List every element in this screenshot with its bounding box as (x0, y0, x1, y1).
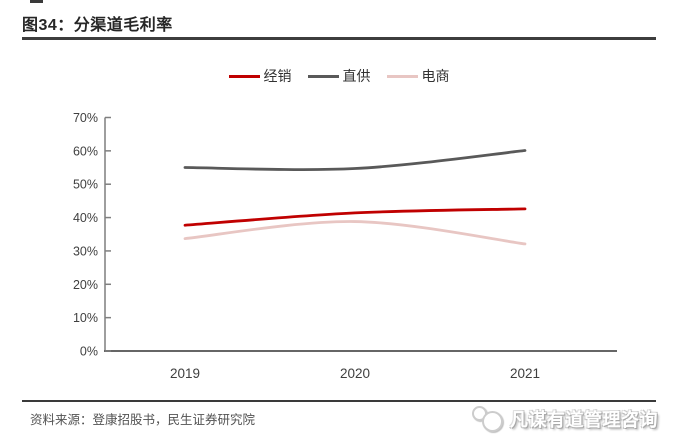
legend-label: 电商 (421, 68, 450, 84)
legend-swatch (386, 74, 418, 78)
series-line-直供 (183, 149, 527, 172)
top-crop-mark (30, 0, 43, 3)
legend-swatch (307, 74, 339, 78)
y-tick-label: 40% (73, 211, 98, 225)
figure-title: 图34：分渠道毛利率 (22, 17, 173, 34)
footer-divider (22, 400, 656, 402)
chart-series (183, 149, 527, 246)
chart-axes (104, 116, 617, 352)
x-tick-label: 2020 (340, 366, 370, 381)
y-tick-label: 20% (73, 278, 98, 292)
y-tick-label: 60% (73, 144, 98, 158)
y-tick-label: 10% (73, 311, 98, 325)
legend-label: 直供 (342, 68, 371, 84)
legend-swatch (228, 74, 260, 78)
watermark: 凡谋有道管理咨询 (471, 402, 658, 436)
y-tick-label: 70% (73, 111, 98, 125)
watermark-text: 凡谋有道管理咨询 (510, 410, 658, 430)
series-line-经销 (183, 207, 527, 227)
y-tick-label: 0% (80, 345, 98, 359)
chart-axis-labels: 0% 10% 20% 30% 40% 50% 60% 70% 2019 2020 2021 (73, 111, 540, 381)
series-line-电商 (183, 220, 527, 246)
watermark-logo-icon (471, 402, 505, 436)
chart-legend: 经销 直供 电商 (0, 66, 678, 86)
x-tick-label: 2021 (510, 366, 540, 381)
legend-item-经销: 经销 (228, 66, 292, 86)
legend-label: 经销 (263, 68, 292, 84)
source-note: 资料来源：登康招股书，民生证券研究院 (30, 413, 256, 427)
x-tick-label: 2019 (170, 366, 200, 381)
y-tick-label: 50% (73, 178, 98, 192)
legend-item-直供: 直供 (307, 66, 371, 86)
y-tick-label: 30% (73, 244, 98, 258)
title-underline (22, 37, 656, 40)
legend-item-电商: 电商 (386, 66, 450, 86)
